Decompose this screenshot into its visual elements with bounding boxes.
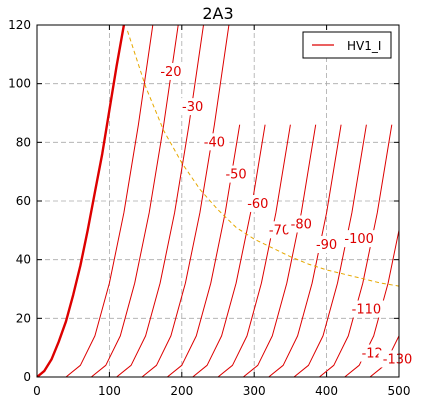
- y-tick-label: 60: [16, 194, 31, 208]
- plate-curve-grid-0: [37, 25, 126, 377]
- x-tick-label: 400: [315, 384, 338, 398]
- curve-label-bg: [378, 350, 417, 368]
- curve-label: -60: [247, 197, 268, 212]
- curve-label: -100: [344, 232, 374, 247]
- x-tick-label: 500: [388, 384, 411, 398]
- y-tick-label: 40: [16, 253, 31, 267]
- curve-label: -90: [316, 238, 337, 253]
- curve-labels: -20 -30 -40 -50-60-70 -80 -90 -100 -110 -12 -130: [155, 62, 417, 368]
- curve-label-bg: [311, 236, 342, 253]
- curve-label: -12: [362, 347, 383, 362]
- plate-curve-grid-minus-90: [268, 124, 342, 377]
- x-tick-label: 200: [170, 384, 193, 398]
- curve-label: -30: [182, 100, 203, 115]
- curve-label: -40: [204, 135, 225, 150]
- curve-label: -110: [352, 303, 382, 318]
- y-tick-label: 100: [8, 77, 31, 91]
- curve-label-bg: [347, 300, 386, 318]
- x-tick-label: 300: [243, 384, 266, 398]
- y-tick-label: 80: [16, 135, 31, 149]
- load-line-path: [127, 30, 399, 287]
- load-line: [127, 30, 399, 287]
- plate-curve-grid-minus-10: [65, 25, 154, 377]
- plate-curve-grid-minus-80: [242, 124, 317, 377]
- y-tick-label: 20: [16, 311, 31, 325]
- plate-curve-grid-minus-40: [141, 25, 230, 377]
- plate-curve-grid-minus-30: [116, 25, 204, 377]
- curve-label-bg: [221, 165, 252, 183]
- y-tick-label: 0: [23, 370, 31, 384]
- plate-curve-grid-minus-100: [293, 124, 367, 377]
- curve-label: -70: [269, 223, 290, 238]
- curve-label: -20: [160, 65, 181, 80]
- curve-label-bg: [199, 133, 230, 151]
- plate-curve-grid-minus-50: [166, 124, 241, 377]
- curve-label: -130: [383, 352, 413, 367]
- curve-label-bg: [155, 62, 186, 80]
- legend-label-hv1-i: HV1_I: [347, 39, 381, 53]
- axis-ticks: 0 100 200 300 400 500 0 20 40 60 80 100 120: [8, 18, 410, 398]
- plate-curve-grid-minus-70: [217, 124, 291, 377]
- curve-label: -80: [291, 217, 312, 232]
- x-tick-label: 0: [33, 384, 41, 398]
- curve-label: -50: [225, 168, 246, 183]
- curve-label-bg: [286, 215, 317, 233]
- y-tick-label: 120: [8, 18, 31, 32]
- chart-title: 2A3: [202, 4, 233, 23]
- legend: HV1_I: [302, 31, 392, 59]
- curve-label-bg: [177, 98, 208, 116]
- curve-label-bg: [242, 194, 273, 212]
- plate-curve-grid-minus-120: [344, 227, 399, 377]
- plate-curve-grid-minus-20: [90, 25, 179, 377]
- curve-label-bg: [340, 230, 379, 248]
- x-tick-label: 100: [98, 384, 121, 398]
